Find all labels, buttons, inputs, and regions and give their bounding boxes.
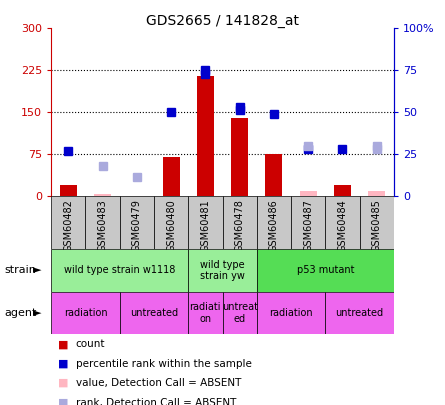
Text: ►: ► [33,308,42,318]
Bar [257,196,291,249]
Bar [188,196,222,249]
Bar [197,76,214,196]
Bar [368,191,385,196]
Text: radiation: radiation [64,308,107,318]
Bar [51,292,120,334]
Text: GSM60484: GSM60484 [337,199,348,252]
Text: GSM60486: GSM60486 [269,199,279,252]
Bar [231,118,248,196]
Bar [188,292,222,334]
Text: ►: ► [33,265,42,275]
Bar [222,292,257,334]
Bar [325,292,394,334]
Text: rank, Detection Call = ABSENT: rank, Detection Call = ABSENT [76,398,236,405]
Text: GSM60485: GSM60485 [372,199,382,252]
Text: count: count [76,339,105,349]
Text: untreat
ed: untreat ed [222,302,258,324]
Bar [94,194,111,196]
Bar [257,249,394,292]
Text: GSM60481: GSM60481 [200,199,210,252]
Text: value, Detection Call = ABSENT: value, Detection Call = ABSENT [76,378,241,388]
Bar [120,196,154,249]
Bar [291,196,325,249]
Text: GSM60487: GSM60487 [303,199,313,252]
Text: radiation: radiation [269,308,313,318]
Text: ■: ■ [58,378,69,388]
Text: percentile rank within the sample: percentile rank within the sample [76,359,251,369]
Bar [120,292,188,334]
Text: untreated: untreated [130,308,178,318]
Text: ■: ■ [58,359,69,369]
Text: wild type
strain yw: wild type strain yw [200,260,245,281]
Bar [154,196,188,249]
Text: GSM60479: GSM60479 [132,199,142,252]
Bar [334,185,351,196]
Text: radiati
on: radiati on [190,302,221,324]
Bar [265,154,283,196]
Bar [222,196,257,249]
Text: GDS2665 / 141828_at: GDS2665 / 141828_at [146,14,299,28]
Text: wild type strain w1118: wild type strain w1118 [64,265,175,275]
Bar [188,249,257,292]
Bar [51,196,85,249]
Text: GSM60482: GSM60482 [63,199,73,252]
Bar [85,196,120,249]
Text: untreated: untreated [336,308,384,318]
Bar [257,292,325,334]
Text: strain: strain [4,265,36,275]
Bar [360,196,394,249]
Text: GSM60483: GSM60483 [97,199,108,252]
Text: agent: agent [4,308,37,318]
Bar [162,157,180,196]
Bar [60,185,77,196]
Bar [325,196,360,249]
Text: ■: ■ [58,339,69,349]
Text: GSM60478: GSM60478 [235,199,245,252]
Text: p53 mutant: p53 mutant [296,265,354,275]
Bar [299,191,317,196]
Bar [51,249,188,292]
Text: ■: ■ [58,398,69,405]
Text: GSM60480: GSM60480 [166,199,176,252]
